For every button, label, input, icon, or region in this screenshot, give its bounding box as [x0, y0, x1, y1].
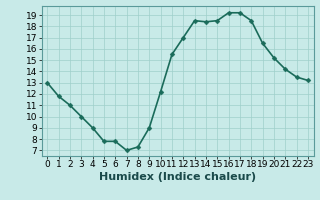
X-axis label: Humidex (Indice chaleur): Humidex (Indice chaleur) [99, 172, 256, 182]
